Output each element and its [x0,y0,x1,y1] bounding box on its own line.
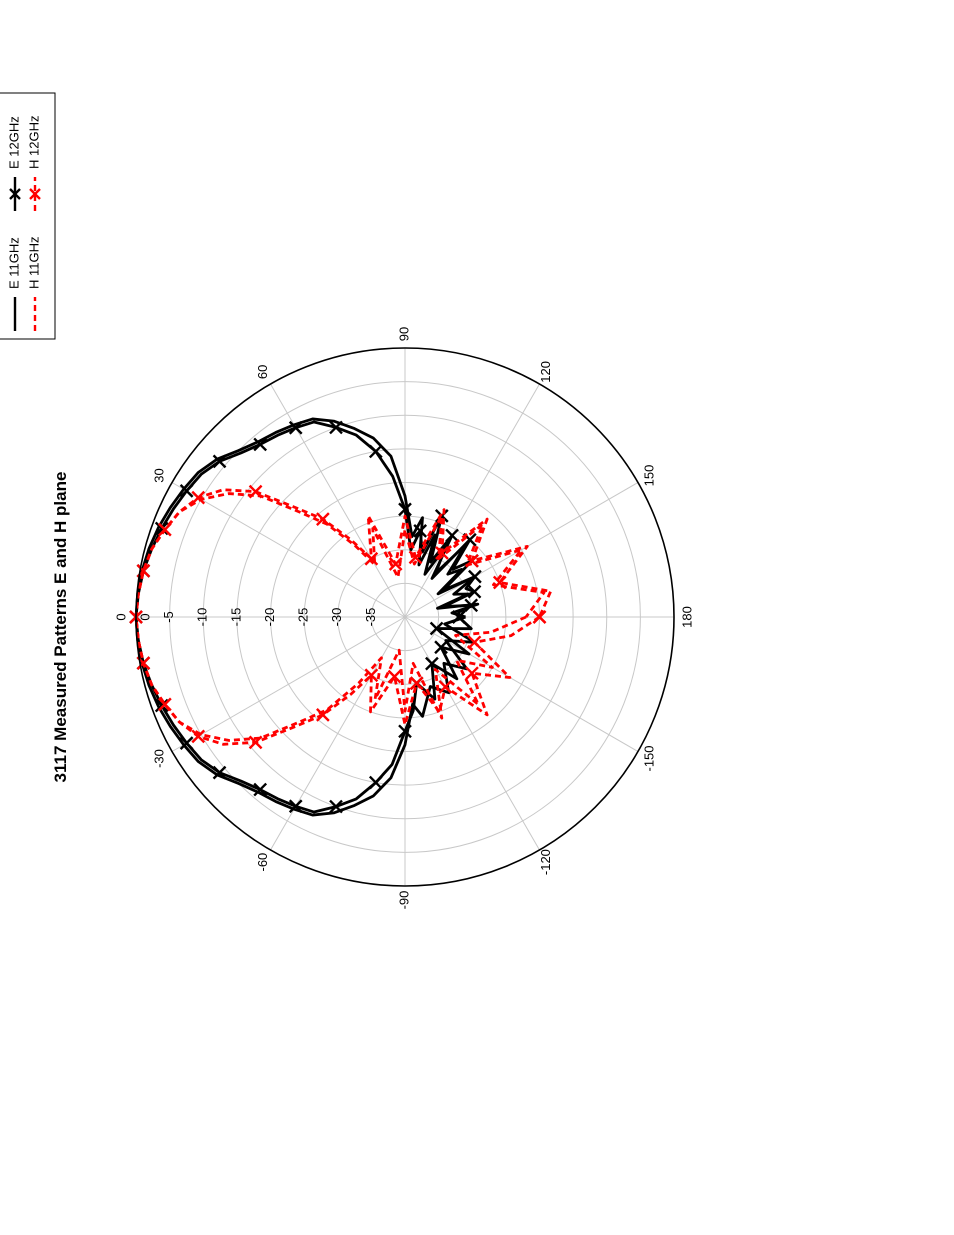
series-marker [158,522,172,537]
series-marker [288,420,303,435]
polar-outer-circle [135,347,675,887]
angle-tick-label: 150 [642,465,657,487]
series-marker [398,724,412,739]
series-marker [387,669,402,684]
radial-tick-labels: 0 -5 -10 -15 -20 -25 -30 -35 [137,608,377,627]
angle-tick-label: -60 [255,853,270,872]
radial-tick-label: -15 [228,608,243,627]
chart-title: 3117 Measured Patterns E and H plane [51,472,70,783]
angle-tick-label: 60 [255,365,270,379]
series-layer [129,417,553,817]
radial-tick-label: -25 [296,608,311,627]
series-marker [212,454,227,469]
legend-item: H 11GHz [26,237,41,331]
series-marker [468,569,482,584]
polar-plot-area: 0 30 60 90 120 150 180 -150 -120 -90 -60 -30 0 -5 -10… [113,327,694,910]
series-marker [154,698,169,713]
radial-tick-label: 0 [137,613,152,620]
series-marker [253,782,268,797]
legend-label: H 11GHz [26,237,41,290]
angle-tick-label: -30 [151,749,166,768]
angle-tick-label: -120 [538,849,553,875]
grid-spoke [171,616,406,752]
grid-spoke [404,616,639,752]
grid-spoke [404,383,540,618]
series-marker [191,490,206,505]
series-marker [364,668,379,683]
series-marker [467,635,482,650]
grid-spoke [171,482,406,618]
legend: E 11GHz E 12GHz H 11GHz H 12GHz [0,92,56,340]
series-marker [408,550,423,565]
series-marker [191,729,206,744]
series-marker [329,420,343,435]
series-marker [179,484,194,498]
series-marker [316,512,330,526]
series-marker [368,444,383,459]
series-marker [438,680,453,694]
series-marker [434,640,448,655]
series-marker [435,546,449,560]
series-marker [29,188,41,200]
series-marker [288,799,303,814]
series-marker [425,656,439,671]
legend-item: E 11GHz [6,237,21,331]
legend-label: H 12GHz [26,116,41,169]
series-marker [388,557,403,571]
radial-tick-label: -10 [195,608,210,627]
legend-box [0,92,56,340]
series-marker [465,666,479,681]
legend-label: E 11GHz [6,237,21,289]
angle-tick-label: -150 [642,745,657,771]
grid-spoke [404,616,540,851]
polar-grid [136,348,674,886]
angle-tick-label: 180 [679,606,694,628]
angle-tick-label: -90 [396,891,411,910]
angle-tick-label: 0 [113,613,128,620]
series-marker [409,676,424,691]
grid-spoke [270,383,406,618]
series-marker [9,188,21,200]
series-marker [316,708,330,722]
radial-tick-label: -20 [262,608,277,627]
series-marker [248,484,263,499]
series-marker [364,551,379,566]
grid-spoke [404,482,639,618]
series-marker [253,437,268,452]
series-marker [212,765,227,780]
legend-item: E 12GHz [6,116,21,211]
series-marker [532,610,547,624]
series-marker [451,610,466,624]
series-marker [464,598,479,613]
series-marker [398,502,412,517]
legend-label: E 12GHz [6,116,21,169]
angle-tick-label: 120 [538,361,553,383]
series-marker [445,528,459,543]
series-marker [248,735,263,750]
radial-tick-label: -30 [329,608,344,627]
series-marker [465,553,479,568]
series-marker [467,584,482,599]
legend-items: E 11GHz E 12GHz H 11GHz H 12GHz [6,116,41,331]
series-marker [154,521,169,536]
series-marker [179,736,194,750]
legend-item: H 12GHz [26,116,41,211]
grid-spoke [270,616,406,851]
radial-tick-label: -5 [161,611,176,623]
angle-tick-label: 30 [151,468,166,482]
radial-tick-label: -35 [363,608,378,627]
series-marker [136,564,151,578]
series-marker [429,621,444,636]
series-marker [492,575,507,590]
series-marker [329,799,343,814]
series-marker [368,775,383,790]
series-marker [158,697,172,712]
series-marker [413,524,428,538]
angle-tick-label: 90 [396,327,411,341]
